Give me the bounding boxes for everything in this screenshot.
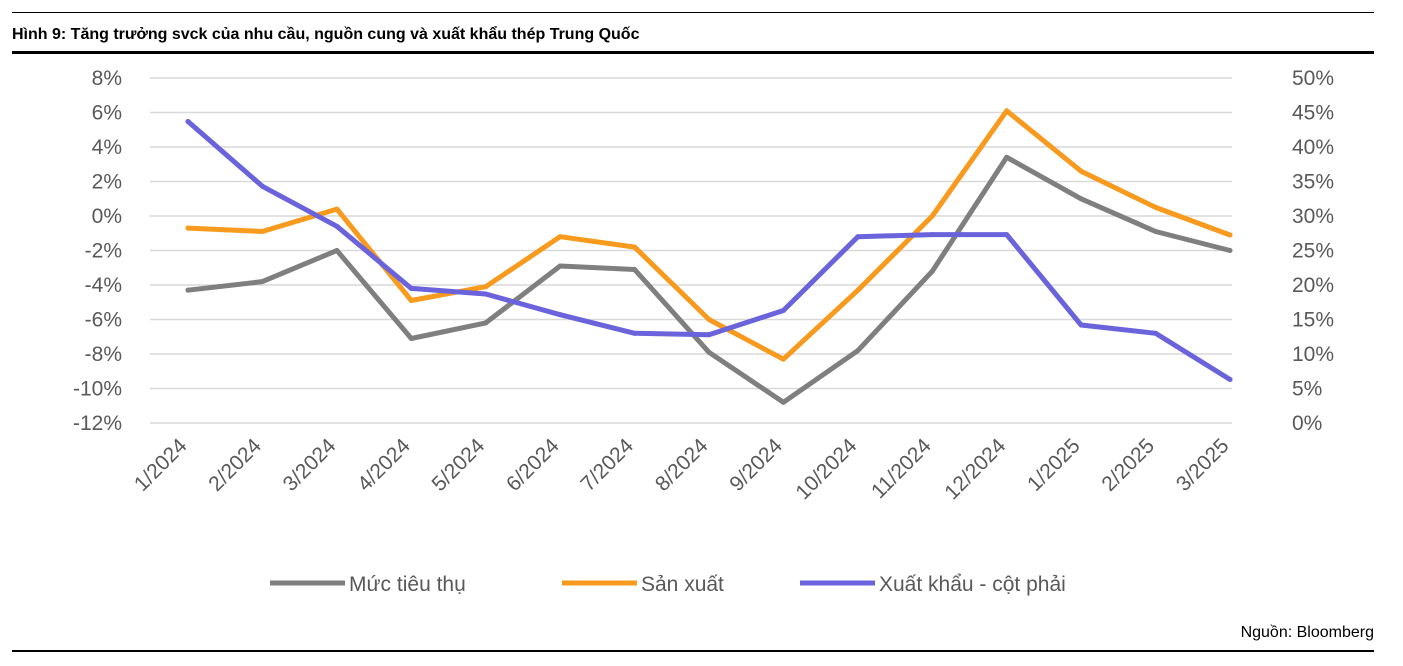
x-tick-label: 4/2024 <box>353 434 415 496</box>
y-right-tick-label: 35% <box>1292 171 1334 194</box>
y-right-tick-label: 45% <box>1292 102 1334 125</box>
y-left-tick-label: 2% <box>92 171 122 194</box>
data-point <box>483 320 489 326</box>
series-line-1 <box>185 154 1233 405</box>
data-point <box>408 335 414 341</box>
y-right-tick-label: 20% <box>1292 274 1334 297</box>
data-point <box>632 244 638 250</box>
y-left-tick-label: -12% <box>73 412 122 435</box>
data-point <box>632 266 638 272</box>
data-point <box>855 234 861 240</box>
data-point <box>259 183 265 189</box>
y-left-tick-label: -10% <box>73 378 122 401</box>
data-point <box>408 298 414 304</box>
data-point <box>1078 168 1084 174</box>
data-point <box>855 348 861 354</box>
data-point <box>259 229 265 235</box>
x-tick-label: 10/2024 <box>791 434 861 504</box>
data-point <box>929 232 935 238</box>
data-point <box>408 285 414 291</box>
data-point <box>1153 330 1159 336</box>
figure-title: Hình 9: Tăng trưởng svck của nhu cầu, ng… <box>12 26 640 43</box>
data-point <box>334 248 340 253</box>
data-point <box>483 284 489 290</box>
data-point <box>185 287 191 293</box>
top-rule <box>12 12 1374 13</box>
legend-label: Sản xuất <box>641 573 724 596</box>
data-point <box>929 213 935 219</box>
data-point <box>185 225 191 231</box>
legend-label: Xuất khẩu - cột phải <box>879 573 1066 596</box>
y-left-tick-label: 0% <box>92 205 122 228</box>
y-left-tick-label: -4% <box>85 274 122 297</box>
data-point <box>706 317 712 322</box>
data-point <box>1227 377 1233 383</box>
source-note: Nguồn: Bloomberg <box>1240 624 1374 641</box>
title-rule <box>12 51 1374 54</box>
y-right-tick-label: 15% <box>1292 309 1334 332</box>
data-point <box>1227 232 1233 238</box>
data-point <box>706 332 712 338</box>
y-right-tick-label: 30% <box>1292 205 1334 228</box>
y-right-tick-label: 5% <box>1292 378 1322 401</box>
y-left-tick-label: -8% <box>85 343 122 366</box>
data-point <box>1227 248 1233 253</box>
line-chart: 8% 6% 4% 2% 0% -2% -4% -6% -8% -10% -12% 50% 45% 40%… <box>73 67 1334 596</box>
x-tick-label: 12/2024 <box>940 434 1010 504</box>
data-point <box>1004 154 1010 160</box>
data-point <box>706 349 712 355</box>
chart-area: 8% 6% 4% 2% 0% -2% -4% -6% -8% -10% -12% 50% 45% 40%… <box>0 55 1403 615</box>
y-left-tick-label: 6% <box>92 102 122 125</box>
data-point <box>1078 322 1084 328</box>
x-tick-label: 6/2024 <box>502 434 564 496</box>
y-right-tick-label: 0% <box>1292 412 1322 435</box>
data-point <box>483 291 489 297</box>
data-point <box>1153 204 1159 210</box>
y-left-tick-label: 8% <box>92 67 122 90</box>
data-point <box>780 308 786 314</box>
data-point <box>557 312 563 318</box>
data-point <box>1004 108 1010 114</box>
bottom-rule <box>12 650 1374 652</box>
x-tick-label: 2/2024 <box>204 434 266 496</box>
left-axis-ticks: 8% 6% 4% 2% 0% -2% -4% -6% -8% -10% -12% <box>73 67 122 435</box>
series-lines <box>185 108 1233 405</box>
legend: Mức tiêu thụ Sản xuất Xuất khẩu - cột phải <box>270 573 1066 596</box>
data-point <box>185 118 191 124</box>
x-tick-label: 3/2025 <box>1172 434 1234 496</box>
data-point <box>334 223 340 229</box>
y-left-tick-label: -6% <box>85 309 122 332</box>
y-right-tick-label: 10% <box>1292 343 1334 366</box>
data-point <box>334 206 340 212</box>
data-point <box>780 399 786 405</box>
y-right-tick-label: 40% <box>1292 136 1334 159</box>
data-point <box>1078 196 1084 202</box>
y-left-tick-label: -2% <box>85 240 122 263</box>
data-point <box>632 330 638 336</box>
x-tick-label: 1/2025 <box>1023 434 1085 496</box>
data-point <box>557 263 563 269</box>
data-point <box>1004 232 1010 238</box>
data-point <box>557 234 563 240</box>
x-tick-label: 8/2024 <box>651 434 713 496</box>
gridlines <box>150 77 1232 424</box>
x-tick-label: 9/2024 <box>725 434 787 496</box>
data-point <box>855 287 861 293</box>
x-tick-label: 7/2024 <box>576 434 638 496</box>
right-axis-ticks: 50% 45% 40% 35% 30% 25% 20% 15% 10% 5% 0% <box>1292 67 1334 435</box>
y-left-tick-label: 4% <box>92 136 122 159</box>
x-axis-ticks: 1/2024 2/2024 3/2024 4/2024 5/2024 6/2024 7/20… <box>130 434 1234 504</box>
data-point <box>259 279 265 285</box>
x-tick-label: 1/2024 <box>130 434 192 496</box>
data-point <box>929 268 935 274</box>
data-point <box>1153 229 1159 235</box>
x-tick-label: 5/2024 <box>428 434 490 496</box>
x-tick-label: 2/2025 <box>1097 434 1159 496</box>
y-right-tick-label: 25% <box>1292 240 1334 263</box>
x-tick-label: 11/2024 <box>867 434 936 503</box>
data-point <box>780 356 786 362</box>
x-tick-label: 3/2024 <box>279 434 341 496</box>
legend-label: Mức tiêu thụ <box>349 573 466 596</box>
y-right-tick-label: 50% <box>1292 67 1334 90</box>
